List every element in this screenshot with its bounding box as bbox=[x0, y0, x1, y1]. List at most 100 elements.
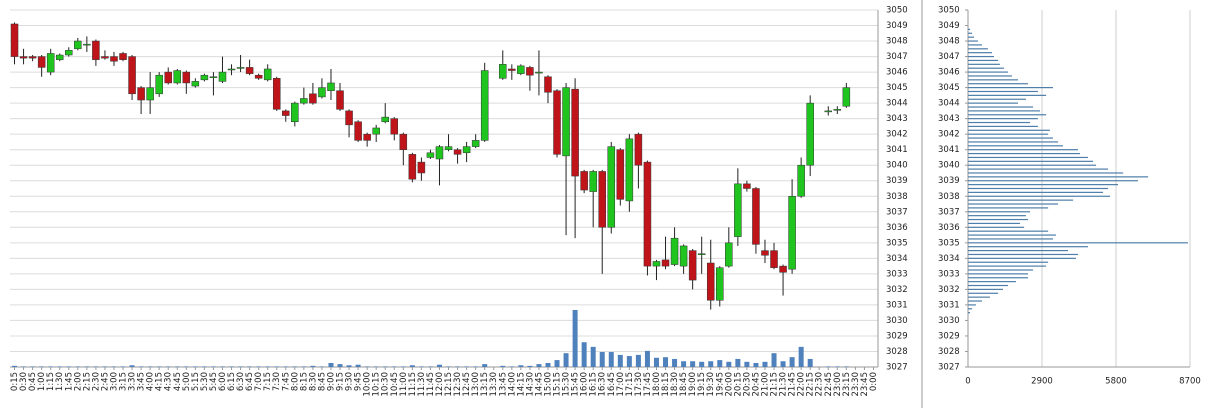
volume-bar bbox=[138, 366, 144, 367]
candle-body bbox=[263, 68, 272, 81]
x-tick-label: 21:15 bbox=[770, 372, 780, 397]
profile-bar bbox=[968, 52, 992, 54]
candle-body bbox=[282, 110, 290, 116]
profile-bar bbox=[968, 28, 971, 31]
profile-bar bbox=[968, 288, 1003, 290]
y-tick-label: 3043 bbox=[886, 114, 908, 124]
x-tick-label: 10:15 bbox=[372, 372, 382, 397]
x-tick-label: 9:15 bbox=[336, 372, 346, 391]
profile-bar bbox=[968, 87, 1053, 89]
y-tick-label: 3047 bbox=[886, 52, 908, 62]
x-tick-label: 7:45 bbox=[281, 372, 291, 391]
candle-body bbox=[770, 250, 778, 268]
x-tick-label: 20:45 bbox=[751, 372, 761, 397]
candle-body bbox=[652, 261, 661, 267]
volume-bar bbox=[328, 362, 334, 367]
x-tick-label: 19:30 bbox=[706, 372, 716, 397]
candle-body bbox=[417, 161, 426, 174]
volume-bar bbox=[780, 361, 786, 367]
candle-body bbox=[833, 109, 842, 111]
y-tick-label: 3033 bbox=[938, 269, 960, 279]
volume-bar bbox=[156, 366, 162, 367]
volume-bar bbox=[310, 365, 316, 367]
x-tick-label: 7:30 bbox=[272, 372, 282, 391]
y-tick-label: 3050 bbox=[886, 6, 908, 16]
profile-bar bbox=[968, 121, 1031, 124]
volume-bar bbox=[681, 361, 687, 367]
profile-bar bbox=[968, 203, 1059, 205]
x-tick-label: 13:30 bbox=[489, 372, 499, 397]
volume-bar bbox=[66, 366, 72, 367]
candle-body bbox=[101, 56, 109, 59]
volume-bar bbox=[84, 366, 90, 367]
candle-body bbox=[46, 53, 55, 73]
candle-body bbox=[435, 146, 444, 160]
candle-body bbox=[634, 133, 643, 166]
candle-body bbox=[291, 102, 299, 123]
candle-body bbox=[688, 250, 697, 281]
profile-bar bbox=[968, 184, 1119, 186]
volume-bar bbox=[192, 366, 198, 367]
x-tick-label: 17:30 bbox=[634, 372, 644, 397]
profile-bar bbox=[968, 59, 999, 62]
candle-body bbox=[453, 149, 462, 155]
candle-body bbox=[625, 138, 634, 202]
x-tick-label: 16:30 bbox=[598, 372, 608, 397]
volume-bar bbox=[834, 366, 840, 367]
x-tick-label: 22:15 bbox=[806, 372, 816, 397]
candle-body bbox=[218, 71, 227, 82]
x-tick-label: 5:00 bbox=[182, 372, 192, 391]
candle-body bbox=[236, 67, 245, 69]
y-tick-label: 3038 bbox=[886, 192, 908, 202]
candle-body bbox=[354, 121, 362, 141]
profile-bar bbox=[968, 180, 1138, 182]
volume-bar bbox=[464, 366, 470, 367]
volume-bar bbox=[771, 353, 777, 367]
volume-bar bbox=[229, 366, 235, 367]
x-tick-label: 10:45 bbox=[390, 372, 400, 397]
x-tick-label: 3:30 bbox=[128, 372, 138, 391]
volume-bar bbox=[409, 365, 415, 367]
y-tick-label: 3033 bbox=[886, 269, 908, 279]
profile-bar bbox=[968, 129, 1050, 131]
x-tick-label: 21:30 bbox=[779, 372, 789, 397]
y-tick-label: 3035 bbox=[886, 238, 908, 248]
x-tick-label: 7:00 bbox=[254, 372, 264, 391]
y-tick-label: 3037 bbox=[938, 207, 960, 217]
volume-bar bbox=[382, 366, 388, 367]
volume-bar bbox=[626, 356, 632, 367]
candle-body bbox=[119, 53, 127, 60]
y-tick-label: 3041 bbox=[938, 145, 960, 155]
x-tick-label: 12:15 bbox=[444, 372, 454, 397]
x-tick-label: 14:00 bbox=[507, 372, 517, 397]
profile-bar bbox=[968, 281, 1016, 283]
profile-bar bbox=[968, 152, 1081, 155]
profile-bar bbox=[968, 292, 999, 294]
candle-body bbox=[327, 82, 335, 91]
volume-bar bbox=[473, 366, 479, 367]
profile-bar bbox=[968, 110, 1040, 112]
x-tick-label: 12:45 bbox=[462, 372, 472, 397]
volume-bar bbox=[536, 364, 542, 367]
volume-bar bbox=[183, 366, 189, 367]
candle-body bbox=[345, 110, 353, 126]
volume-bar bbox=[789, 357, 795, 367]
y-tick-label: 3049 bbox=[938, 21, 960, 31]
candle-body bbox=[462, 146, 471, 154]
volume-bar bbox=[201, 366, 207, 367]
x-tick-label: 0:00 bbox=[869, 372, 879, 391]
volume-bar bbox=[174, 366, 180, 367]
volume-bar bbox=[256, 366, 262, 367]
volume-bar bbox=[446, 366, 452, 367]
x-tick-label: 20:00 bbox=[724, 372, 734, 397]
profile-bar bbox=[968, 261, 1049, 263]
profile-bar bbox=[968, 304, 976, 306]
y-tick-label: 3045 bbox=[886, 83, 908, 93]
candle-body bbox=[381, 116, 389, 123]
x-tick-label: 3:15 bbox=[119, 372, 129, 391]
volume-bar bbox=[572, 309, 578, 367]
volume-bar bbox=[238, 366, 244, 367]
x-tick-label: 2:30 bbox=[91, 372, 101, 391]
x-tick-label: 23:45 bbox=[860, 372, 870, 397]
x-tick-label: 19:45 bbox=[715, 372, 725, 397]
